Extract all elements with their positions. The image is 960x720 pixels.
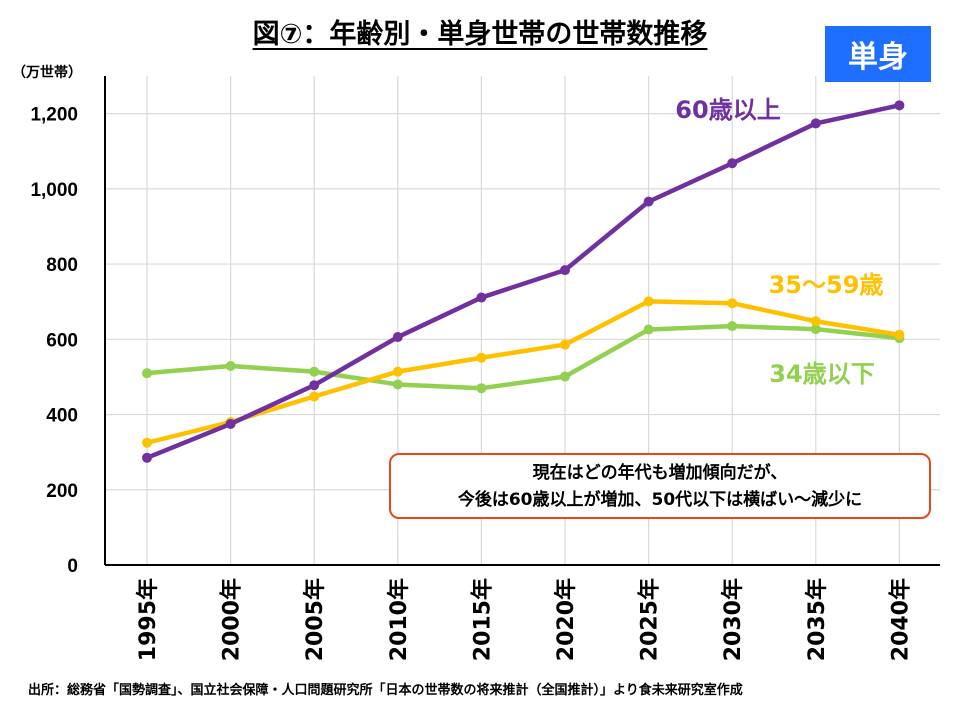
data-point: [643, 296, 654, 307]
data-point: [476, 352, 487, 363]
data-point: [309, 366, 320, 377]
series-label: 35～59歳: [769, 271, 884, 299]
y-tick-label: 600: [46, 330, 78, 351]
x-tick-label: 2005年: [302, 578, 328, 661]
y-tick-label: 1,200: [30, 105, 78, 126]
x-tick-label: 2015年: [469, 578, 495, 661]
chart-title: 図⑦：年齢別・単身世帯の世帯数推移: [252, 19, 708, 50]
data-point: [476, 383, 487, 394]
data-point: [727, 298, 738, 309]
x-tick-label: 2030年: [720, 578, 746, 661]
x-tick-label: 2010年: [386, 578, 412, 661]
annotation-callout: 現在はどの年代も増加傾向だが、 今後は60歳以上が増加、50代以下は横ばい～減少…: [389, 453, 931, 519]
data-point: [560, 265, 570, 276]
category-badge: 単身: [825, 26, 931, 82]
x-tick-labels: 1995年 2000年 2005年 2010年 2015年 2020年 2025年 2030年…: [135, 578, 913, 661]
data-point: [309, 391, 320, 402]
data-point: [894, 329, 905, 340]
y-tick-label: 800: [46, 255, 78, 276]
axes: [104, 76, 940, 566]
data-point: [643, 324, 654, 335]
data-point: [727, 158, 738, 169]
x-tick-label: 2040年: [887, 578, 913, 661]
data-point: [894, 100, 905, 111]
series-line: [144, 323, 902, 391]
data-point: [560, 371, 570, 382]
y-tick-label: 1,000: [30, 180, 78, 201]
source-note: 出所：総務省「国勢調査」、国立社会保障・人口問題研究所「日本の世帯数の将来推計（…: [28, 683, 743, 698]
data-point: [560, 339, 570, 350]
series-label: 60歳以上: [675, 96, 780, 124]
x-tick-label: 2000年: [219, 578, 245, 661]
x-tick-label: 2020年: [553, 578, 579, 661]
y-tick-label: 400: [46, 406, 78, 427]
data-point: [225, 418, 236, 429]
x-tick-label: 2025年: [637, 578, 663, 661]
y-axis-unit-label: （万世帯）: [12, 65, 82, 81]
y-tick-label: 0: [67, 556, 78, 577]
series-line: [144, 103, 902, 461]
data-point: [142, 368, 152, 379]
data-point: [476, 292, 487, 303]
y-tick-label: 200: [46, 481, 78, 502]
series-lines: [142, 100, 905, 463]
x-tick-label: 1995年: [135, 578, 161, 661]
x-tick-label: 2035年: [804, 578, 830, 661]
callout-line-1: 現在はどの年代も増加傾向だが、: [532, 463, 788, 483]
data-point: [810, 324, 821, 335]
data-point: [643, 196, 654, 207]
data-point: [810, 118, 821, 129]
data-point: [309, 380, 320, 391]
series-labels: 60歳以上 35～59歳 34歳以下: [675, 96, 883, 388]
data-point: [142, 452, 152, 463]
series-line: [144, 299, 902, 445]
data-point: [392, 379, 403, 390]
data-point: [727, 321, 738, 332]
data-point: [392, 332, 403, 343]
data-point: [810, 316, 821, 327]
data-point: [392, 366, 403, 377]
callout-line-2: 今後は60歳以上が増加、50代以下は横ばい～減少に: [457, 490, 863, 510]
data-point: [142, 437, 152, 448]
series-label: 34歳以下: [769, 360, 874, 388]
data-point: [225, 361, 236, 372]
y-tick-labels: 0 200 400 600 800 1,000 1,200: [30, 105, 78, 577]
